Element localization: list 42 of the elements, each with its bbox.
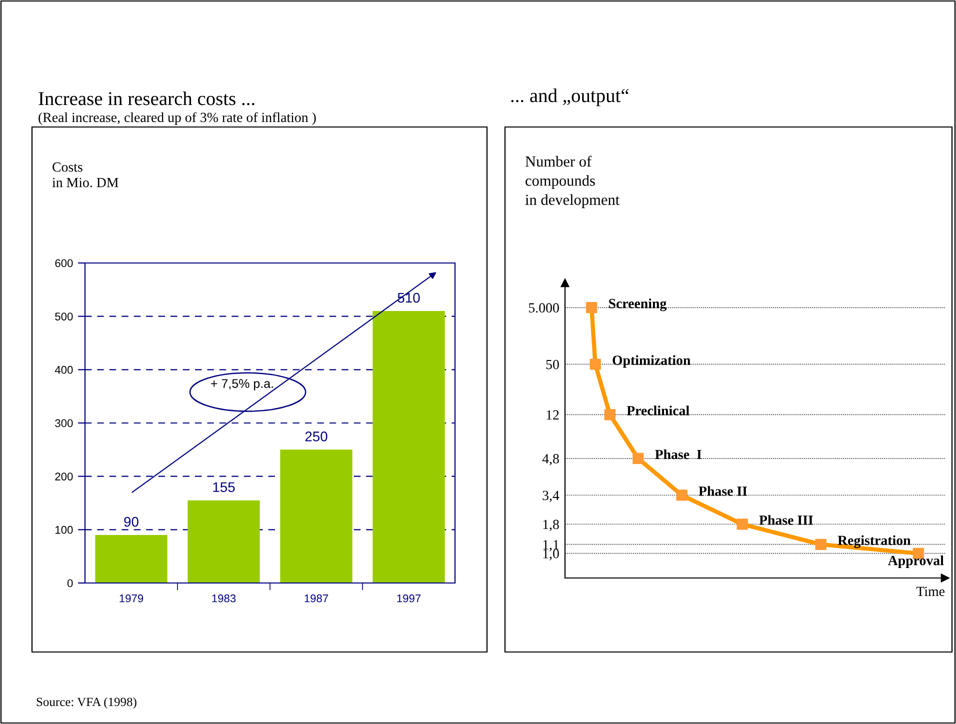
y-tick-label: 600 [55,259,73,268]
y-tick-label: 300 [55,419,73,428]
y-axis-title: Costs in Mio. DM [52,162,118,188]
data-label: 155 [213,482,235,492]
bar [188,500,260,583]
chart-title: Increase in research costs ... [38,92,254,106]
x-tick-label: 1997 [397,594,421,602]
y-tick-label: 400 [54,366,73,374]
data-label: 12 [546,410,559,420]
y-tick-label: 200 [55,472,73,480]
text: Number of compounds in development [525,156,620,208]
data-label: 1,1 [543,540,559,552]
text: ... and „output“ [511,88,629,106]
category-label: Optimization [612,355,690,368]
y-tick-label: 0 [67,579,73,588]
data-label: 3,4 [542,490,560,502]
x-tick-label: 1979 [120,594,144,602]
data-label: 90 [124,516,138,527]
chart-subtitle: (Real increase, cleared up of 3% rate of inflation ) [38,112,316,125]
text: Time [916,586,945,596]
y-tick-label: 100 [56,526,73,534]
source-note: Source: VFA (1998) [36,697,136,709]
category-label: Phase I [655,449,702,460]
bar [280,450,352,583]
bar [372,311,445,583]
category-label: Approval [888,555,944,568]
category-label: Phase II [698,486,748,496]
data-label: 1,8 [543,520,559,532]
data-label: 1,0 [543,549,559,560]
data-label: 50 [546,360,559,370]
category-label: Phase III [759,515,813,525]
data-label: 250 [305,432,328,442]
annotation: + 7,5% p.a. [211,379,273,390]
category-label: Screening [609,298,667,312]
data-label: 4,8 [542,454,559,466]
x-tick-label: 1987 [304,594,328,602]
x-tick-label: 1983 [212,594,236,602]
y-tick-label: 500 [55,312,73,320]
category-label: Registration [838,535,911,548]
data-label: 5.000 [529,303,559,313]
category-label: Preclinical [626,406,690,416]
bar [95,535,168,583]
